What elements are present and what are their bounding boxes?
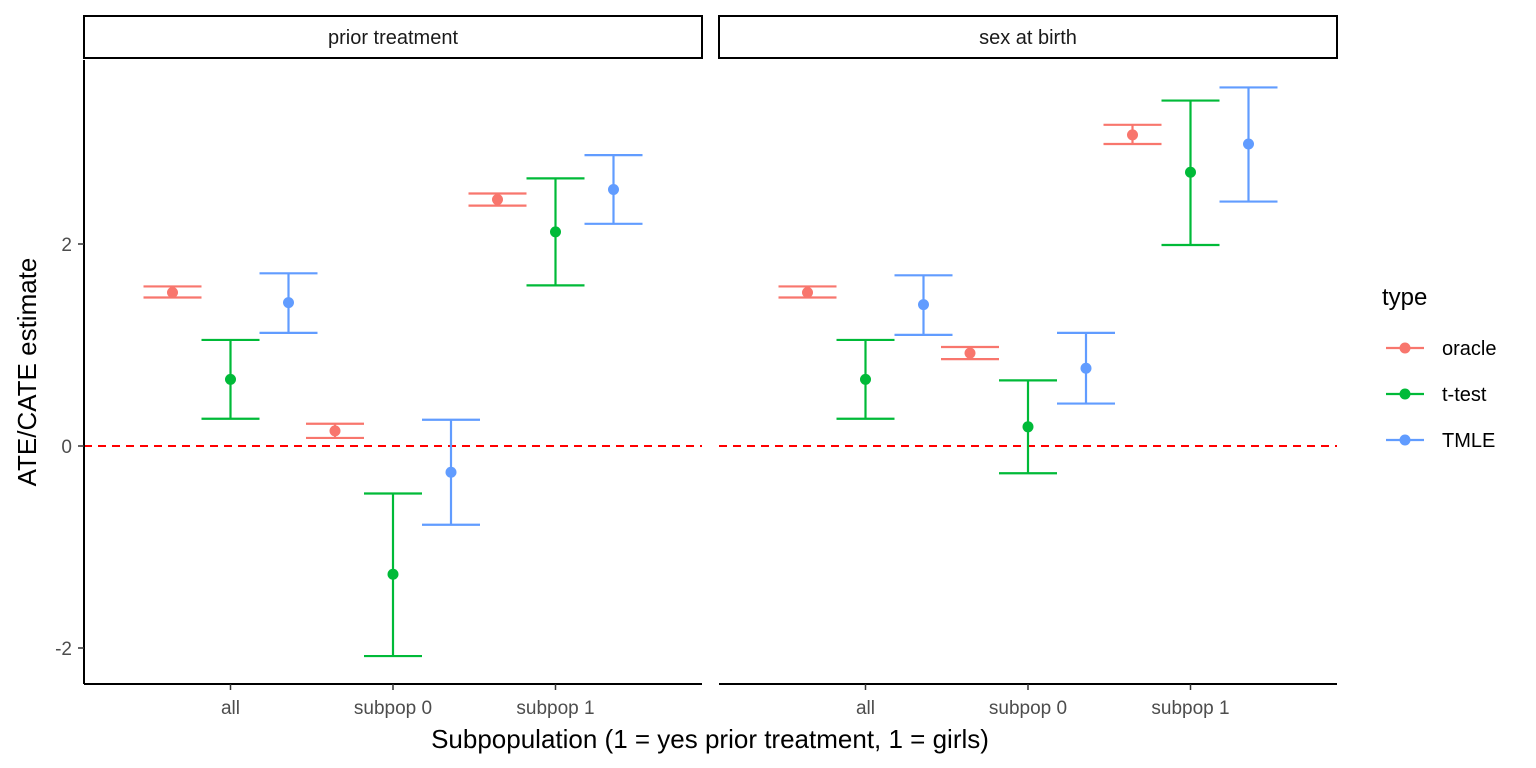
- errorbar-t-test: [999, 379, 1057, 475]
- x-axis-title: Subpopulation (1 = yes prior treatment, …: [431, 724, 989, 754]
- series-TMLE: [894, 86, 1278, 405]
- y-axis-title: ATE/CATE estimate: [12, 258, 42, 487]
- x-tick-label: subpop 0: [354, 698, 432, 719]
- errorbar-oracle: [468, 192, 527, 207]
- point-TMLE: [1080, 362, 1092, 374]
- errorbar-t-test: [526, 177, 585, 287]
- facet-strip: [83, 15, 703, 59]
- legend-item-t-test: t-test: [1386, 384, 1487, 406]
- y-tick-label: -2: [55, 639, 72, 660]
- errorbar-t-test: [1161, 99, 1220, 247]
- facet-strip-label: sex at birth: [979, 27, 1077, 49]
- y-tick-label: 0: [61, 437, 72, 458]
- errorbar-TMLE: [1219, 86, 1278, 203]
- errorbar-TMLE: [259, 272, 318, 334]
- facet-strip-label: prior treatment: [328, 27, 458, 49]
- x-tick-label: subpop 1: [516, 698, 594, 719]
- point-t-test: [1185, 166, 1196, 178]
- point-TMLE: [608, 183, 619, 195]
- series-t-test: [836, 99, 1220, 475]
- y-axis: -2 0 2: [55, 60, 85, 684]
- legend-label: oracle: [1442, 338, 1496, 360]
- point-oracle: [329, 425, 341, 437]
- x-tick-label: subpop 1: [1151, 698, 1229, 719]
- point-oracle: [802, 286, 813, 298]
- legend-key-point: [1399, 434, 1411, 446]
- point-t-test: [225, 373, 236, 385]
- series-t-test: [201, 177, 585, 658]
- legend-label: TMLE: [1442, 430, 1495, 452]
- legend: type oracle t-test TMLE: [1382, 284, 1496, 452]
- point-TMLE: [1243, 138, 1254, 150]
- series-oracle: [778, 123, 1162, 361]
- x-tick-label: all: [856, 698, 875, 719]
- errorbar-oracle: [143, 285, 202, 299]
- errorbar-TMLE: [1057, 331, 1115, 405]
- errorbar-t-test: [836, 338, 895, 420]
- errorbar-oracle: [941, 345, 999, 361]
- facet-panel-2: sex at birth all subpop 0 subpop 1: [718, 15, 1338, 719]
- errorbar-TMLE: [584, 154, 643, 225]
- errorbar-TMLE: [422, 418, 480, 526]
- point-oracle: [964, 347, 976, 359]
- errorbar-oracle: [1103, 123, 1162, 146]
- series-TMLE: [259, 154, 643, 526]
- x-tick-label: all: [221, 698, 240, 719]
- legend-item-oracle: oracle: [1386, 338, 1496, 360]
- facet-panel-1: prior treatment all subpop 0 subpop 1: [83, 15, 703, 719]
- legend-title: type: [1382, 284, 1427, 311]
- point-t-test: [1022, 421, 1034, 433]
- point-TMLE: [918, 299, 929, 311]
- legend-item-TMLE: TMLE: [1386, 430, 1495, 452]
- errorbar-t-test: [201, 338, 260, 420]
- errorbar-oracle: [306, 422, 364, 440]
- point-TMLE: [445, 466, 457, 478]
- y-tick-label: 2: [61, 235, 72, 256]
- errorbar-oracle: [778, 285, 837, 299]
- legend-label: t-test: [1442, 384, 1487, 406]
- point-t-test: [387, 568, 399, 580]
- facet-strip: [718, 15, 1338, 59]
- legend-key-point: [1399, 342, 1411, 354]
- errorbar-TMLE: [894, 274, 953, 336]
- point-oracle: [492, 194, 503, 206]
- x-tick-label: subpop 0: [989, 698, 1067, 719]
- point-t-test: [550, 226, 561, 238]
- series-oracle: [143, 192, 527, 440]
- point-oracle: [167, 286, 178, 298]
- point-oracle: [1127, 129, 1138, 141]
- point-TMLE: [283, 297, 294, 309]
- legend-key-point: [1399, 388, 1411, 400]
- errorbar-t-test: [364, 492, 422, 658]
- point-t-test: [860, 373, 871, 385]
